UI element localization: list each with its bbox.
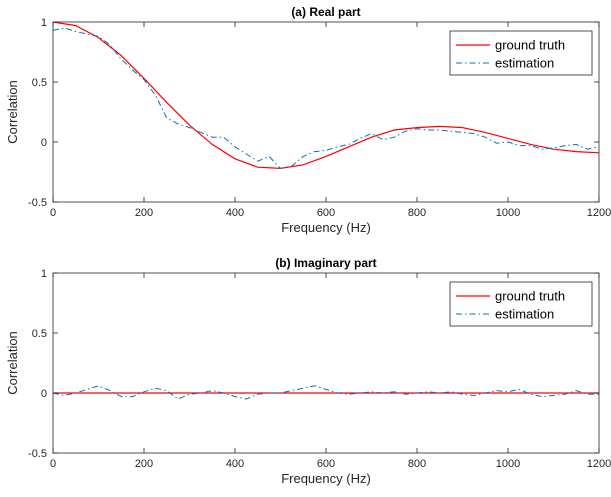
- x-tick-label: 1000: [496, 207, 520, 219]
- chart-title: (b) Imaginary part: [275, 256, 376, 270]
- legend-box: [449, 30, 593, 76]
- series-estimation-line: [53, 385, 599, 400]
- x-axis-label: Frequency (Hz): [281, 220, 371, 235]
- y-axis-label: Correlation: [5, 80, 20, 144]
- y-tick-label: 1: [41, 268, 47, 280]
- x-tick-label: 0: [50, 458, 56, 470]
- x-tick-label: 0: [50, 207, 56, 219]
- x-tick-label: 400: [226, 207, 244, 219]
- x-tick-label: 600: [317, 207, 335, 219]
- legend-entry-label: ground truth: [495, 38, 565, 53]
- y-tick-label: -0.5: [28, 197, 47, 209]
- y-axis-label: Correlation: [5, 331, 20, 395]
- y-tick-label: 0: [41, 388, 47, 400]
- x-tick-label: 800: [408, 207, 426, 219]
- chart-title: (a) Real part: [291, 5, 360, 19]
- y-tick-label: 0.5: [32, 77, 47, 89]
- series-ground-truth-line: [53, 22, 599, 170]
- x-tick-label: 200: [135, 458, 153, 470]
- panel-real-part: 0 200 400 600 800 1000 1200-0.500.51(a) Real p…: [5, 5, 611, 235]
- x-axis-label: Frequency (Hz): [281, 471, 371, 486]
- legend-entry-label: estimation: [495, 56, 554, 71]
- x-tick-label: 600: [317, 458, 335, 470]
- y-tick-label: 1: [41, 17, 47, 29]
- legend-entry-label: estimation: [495, 307, 554, 322]
- legend: ground truth estimation: [449, 281, 593, 327]
- x-tick-label: 800: [408, 458, 426, 470]
- y-tick-label: -0.5: [28, 448, 47, 460]
- legend-entry-label: ground truth: [495, 289, 565, 304]
- series-group: [53, 385, 599, 400]
- series-group: [53, 22, 599, 170]
- y-tick-label: 0.5: [32, 328, 47, 340]
- x-tick-label: 1200: [587, 458, 611, 470]
- x-tick-label: 1000: [496, 458, 520, 470]
- legend-box: [449, 281, 593, 327]
- panel-imaginary-part: 0 200 400 600 800 1000 1200-0.500.51(b) Imagin…: [5, 256, 611, 486]
- x-tick-label: 1200: [587, 207, 611, 219]
- x-tick-label: 400: [226, 458, 244, 470]
- y-tick-label: 0: [41, 137, 47, 149]
- x-tick-label: 200: [135, 207, 153, 219]
- legend: ground truth estimation: [449, 30, 593, 76]
- series-estimation-line: [53, 27, 599, 169]
